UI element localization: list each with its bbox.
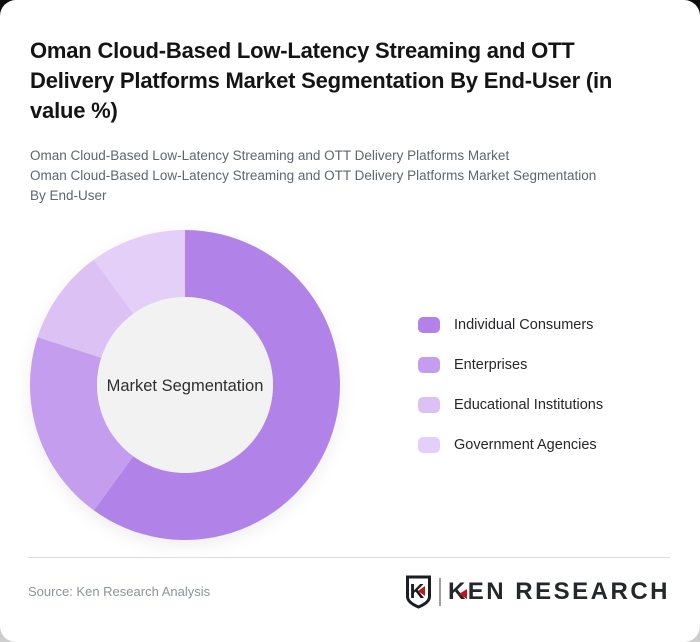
chart-legend: Individual Consumers Enterprises Educati… (418, 316, 603, 454)
logo-wordmark: K EN RESEARCH (447, 578, 670, 605)
legend-swatch-icon (418, 397, 440, 413)
donut-center-circle (97, 297, 273, 473)
legend-label: Government Agencies (454, 437, 597, 453)
legend-item-individual-consumers[interactable]: Individual Consumers (418, 316, 603, 334)
legend-label: Enterprises (454, 357, 528, 373)
donut-center: Market Segmentation (97, 297, 273, 473)
donut-segment-2[interactable] (37, 259, 134, 358)
subtitle-line-1: Oman Cloud-Based Low-Latency Streaming a… (30, 148, 510, 163)
legend-label: Educational Institutions (454, 397, 604, 413)
subtitle-block: Oman Cloud-Based Low-Latency Streaming a… (30, 146, 598, 206)
donut-center-label: Market Segmentation (107, 377, 264, 395)
legend-item-educational-institutions[interactable]: Educational Institutions (418, 396, 603, 414)
card-footer: Source: Ken Research Analysis K K EN RESE… (28, 557, 670, 642)
legend-label: Individual Consumers (454, 317, 594, 333)
page-title: Oman Cloud-Based Low-Latency Streaming a… (30, 38, 613, 123)
legend-item-government-agencies[interactable]: Government Agencies (418, 436, 603, 454)
donut-segment-0[interactable] (93, 230, 340, 540)
donut-chart: Market Segmentation (30, 230, 340, 540)
logo-red-triangle-icon (458, 589, 467, 600)
donut-segment-3[interactable] (93, 230, 185, 314)
legend-swatch-icon (418, 357, 440, 373)
legend-swatch-icon (418, 317, 440, 333)
logo-letter-k: K (447, 578, 468, 605)
subtitle-line-2: Oman Cloud-Based Low-Latency Streaming a… (30, 168, 597, 203)
legend-item-enterprises[interactable]: Enterprises (418, 356, 603, 374)
source-text: Source: Ken Research Analysis (28, 584, 211, 599)
logo-separator (438, 578, 441, 606)
ken-research-badge-icon: K (405, 575, 431, 609)
svg-text:K: K (410, 581, 425, 603)
legend-swatch-icon (418, 437, 440, 453)
ken-research-logo: K K EN RESEARCH (405, 575, 670, 609)
donut-segment-1[interactable] (30, 337, 134, 511)
chart-section: Market Segmentation Individual Consumers… (30, 230, 670, 540)
card-content: Oman Cloud-Based Low-Latency Streaming a… (30, 38, 670, 540)
